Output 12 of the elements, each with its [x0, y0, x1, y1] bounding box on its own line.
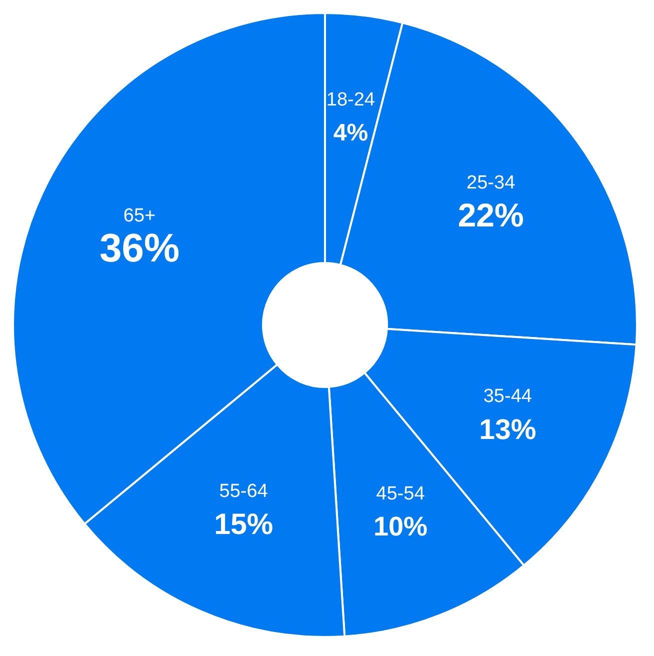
data-label: 36% [99, 226, 180, 271]
slice-label: 55-64 [219, 481, 268, 502]
slice-label: 25-34 [466, 172, 516, 194]
slice-label: 18-24 [326, 90, 376, 111]
data-label: 13% [479, 414, 536, 446]
data-label: 10% [373, 512, 428, 542]
data-label: 4% [333, 120, 368, 147]
slice-label: 35-44 [483, 386, 532, 408]
slice-label: 45-54 [376, 484, 426, 505]
slice-label: 65+ [123, 206, 156, 227]
data-label: 22% [458, 196, 524, 234]
data-label: 15% [214, 508, 274, 542]
